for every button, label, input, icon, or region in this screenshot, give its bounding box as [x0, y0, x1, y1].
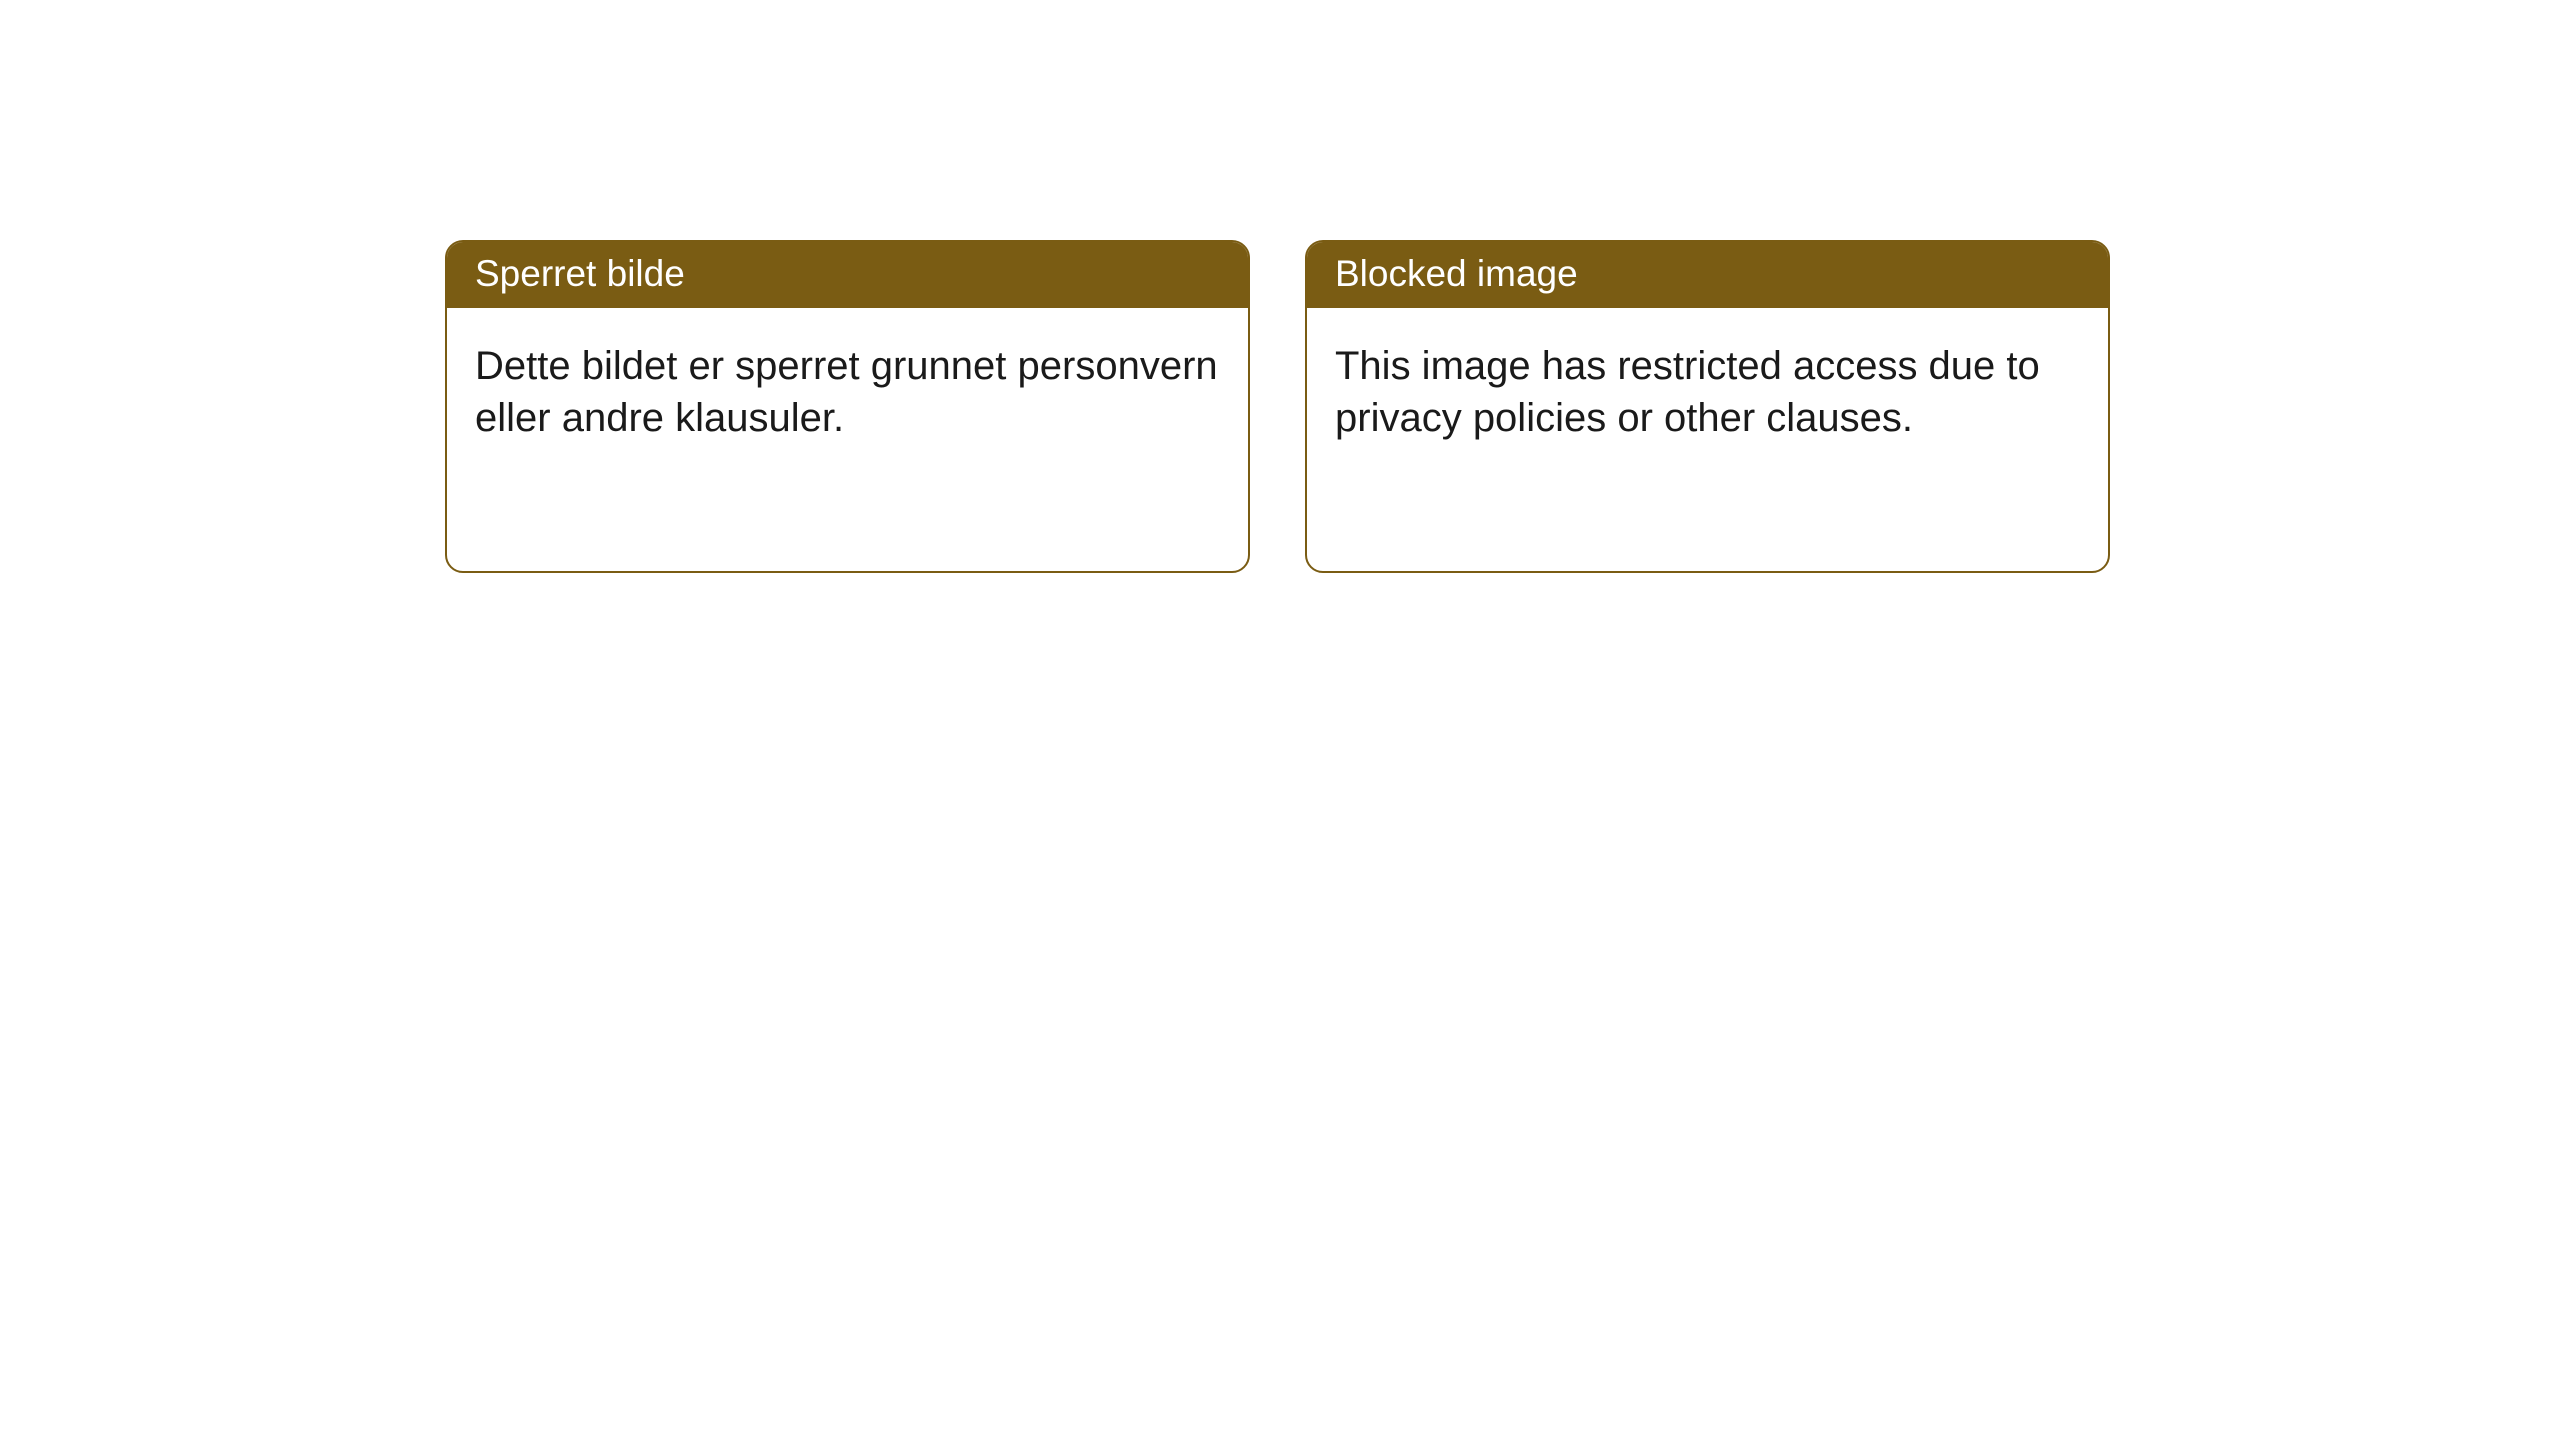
notice-card-english: Blocked image This image has restricted …	[1305, 240, 2110, 573]
notice-header: Sperret bilde	[447, 242, 1248, 308]
notice-body: Dette bildet er sperret grunnet personve…	[447, 308, 1248, 476]
notice-header: Blocked image	[1307, 242, 2108, 308]
notice-card-norwegian: Sperret bilde Dette bildet er sperret gr…	[445, 240, 1250, 573]
notice-cards-container: Sperret bilde Dette bildet er sperret gr…	[0, 0, 2560, 573]
notice-body: This image has restricted access due to …	[1307, 308, 2108, 476]
